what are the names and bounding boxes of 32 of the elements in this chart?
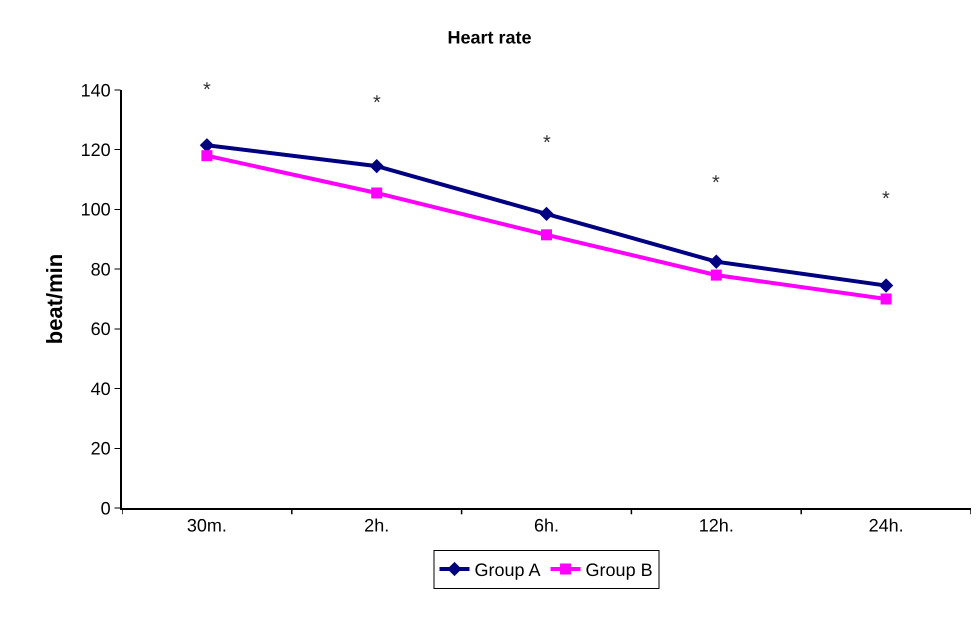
x-tick-label: 2h. xyxy=(364,515,390,536)
annotation: * xyxy=(373,92,381,114)
legend-label: Group B xyxy=(586,560,653,580)
point xyxy=(710,270,722,281)
point xyxy=(709,254,724,269)
y-axis-title: beat/min xyxy=(42,254,67,344)
x-tick-label: 24h. xyxy=(868,515,904,536)
point xyxy=(878,278,894,293)
x-tick-label: 30m. xyxy=(186,515,227,536)
y-tick-label: 40 xyxy=(90,378,111,399)
point xyxy=(541,229,552,240)
x-tick-label: 6h. xyxy=(534,515,560,536)
y-tick-label: 120 xyxy=(80,140,111,160)
legend-label: Group A xyxy=(474,560,541,580)
annotation: * xyxy=(882,188,890,210)
y-tick-label: 20 xyxy=(90,438,111,459)
x-tick-label: 12h. xyxy=(698,515,734,536)
y-tick-label: 140 xyxy=(80,80,111,100)
point xyxy=(371,188,382,199)
y-tick-label: 60 xyxy=(90,319,111,340)
annotation: * xyxy=(543,132,551,154)
annotation: * xyxy=(712,172,720,194)
point xyxy=(539,206,554,222)
y-tick-label: 0 xyxy=(100,498,111,518)
point xyxy=(370,158,384,174)
y-tick-label: 100 xyxy=(80,200,111,220)
y-tick-label: 80 xyxy=(90,259,111,280)
point xyxy=(200,138,214,152)
point xyxy=(880,294,892,304)
annotation: * xyxy=(203,79,211,101)
chart-title: Heart rate xyxy=(447,28,532,48)
point xyxy=(201,150,212,162)
